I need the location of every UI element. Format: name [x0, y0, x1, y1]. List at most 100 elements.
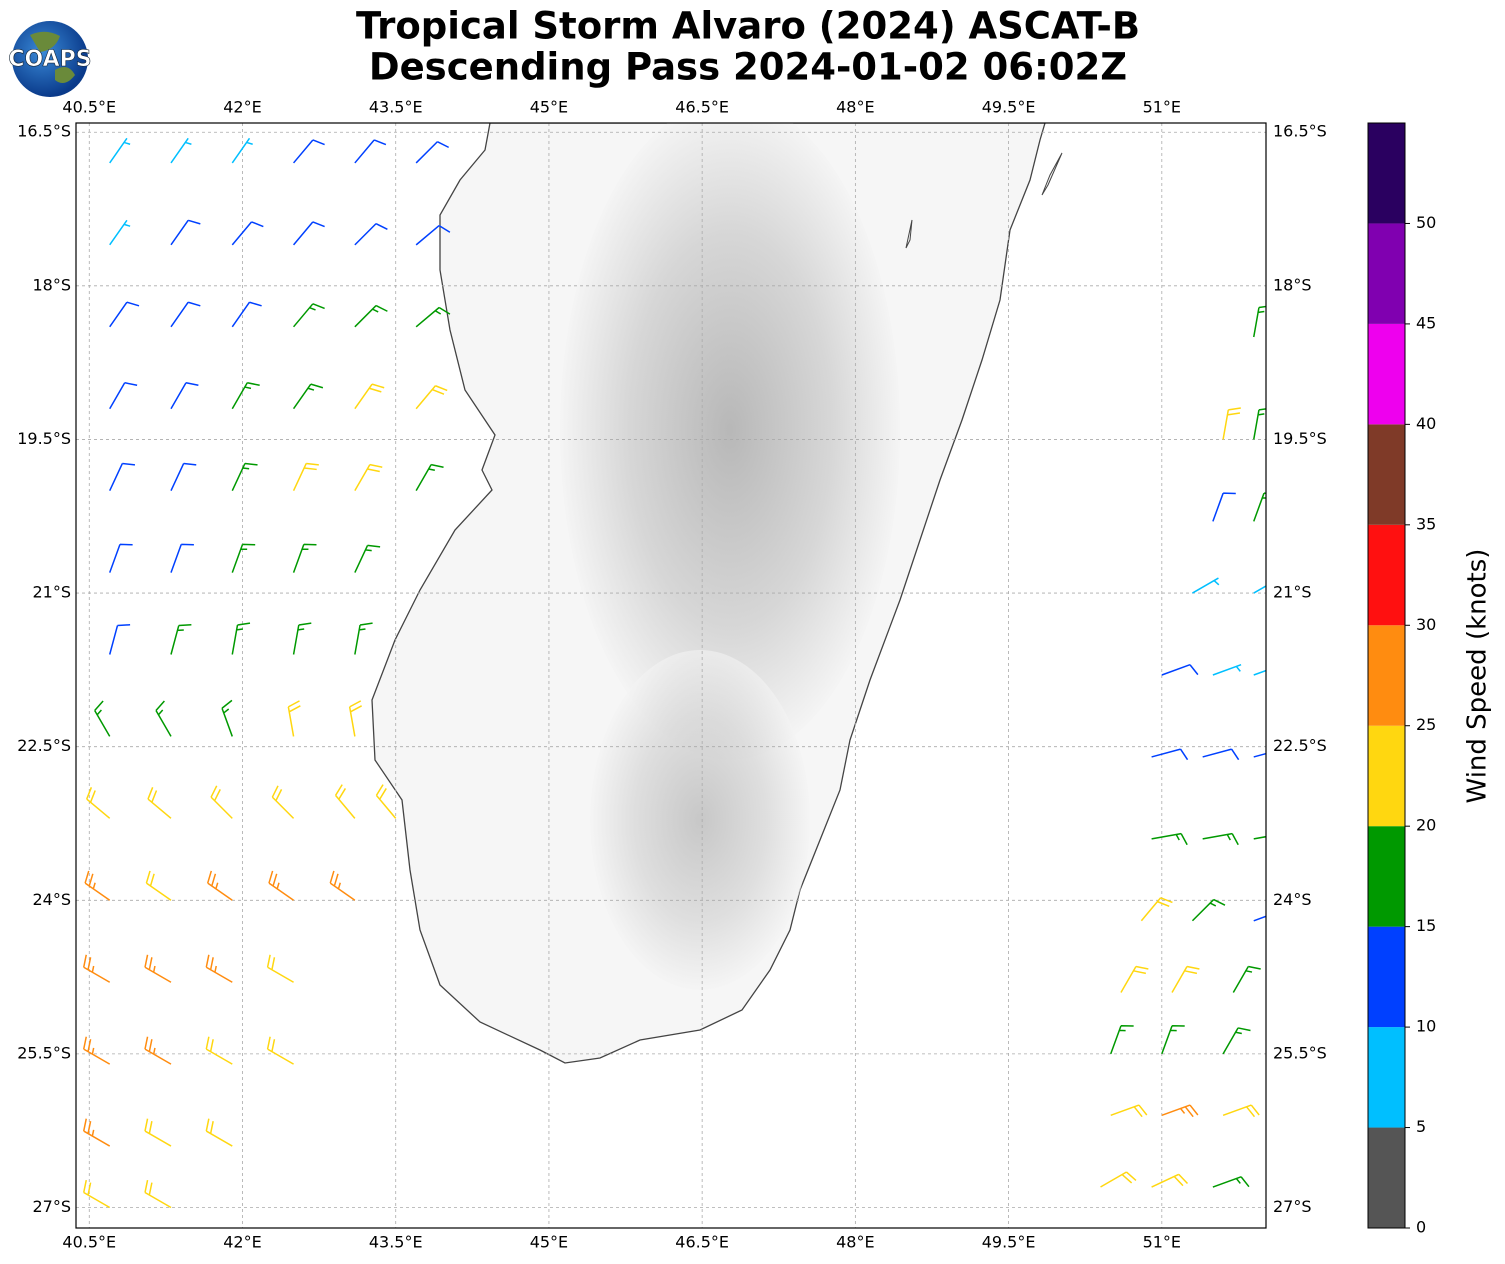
colorbar-tick-label: 20 [1416, 816, 1436, 835]
wind-barb [1253, 585, 1266, 594]
colorbar-tick-label: 0 [1416, 1218, 1426, 1237]
wind-barb [210, 785, 233, 819]
wind-barb [1212, 492, 1236, 522]
wind-barb [1100, 1171, 1137, 1188]
y-tick-label: 19.5°S [1273, 429, 1327, 448]
x-tick-label: 45°E [530, 1233, 568, 1252]
colorbar-tick-label: 35 [1416, 514, 1436, 533]
wind-barb [206, 870, 233, 901]
y-tick-label: 21°S [1273, 583, 1312, 602]
y-tick-label: 16.5°S [17, 122, 71, 141]
wind-barb [292, 462, 319, 491]
colorbar-segment [1368, 625, 1405, 726]
x-tick-label: 48°E [836, 1233, 874, 1252]
wind-barb [292, 543, 317, 573]
wind-barb [1202, 832, 1239, 846]
y-tick-label: 16.5°S [1273, 122, 1327, 141]
wind-barb [147, 787, 172, 819]
wind-barb [109, 137, 131, 164]
wind-barb [375, 784, 397, 819]
wind-barb [1151, 748, 1189, 761]
wind-barb [231, 543, 256, 573]
wind-barb [109, 543, 133, 573]
y-tick-label: 27°S [32, 1197, 71, 1216]
wind-barb [1202, 748, 1240, 761]
x-tick-label: 45°E [530, 98, 568, 117]
colorbar-segment [1368, 725, 1405, 827]
wind-barb [334, 784, 356, 819]
wind-barb [354, 304, 388, 328]
wind-barb [205, 1118, 233, 1147]
wind-barb [266, 1036, 294, 1065]
logo-text: COAPS [8, 47, 91, 72]
wind-barb [1151, 832, 1188, 846]
x-tick-label: 42°E [223, 1233, 261, 1252]
wind-barb [231, 301, 262, 328]
wind-barb [415, 224, 451, 246]
wind-barb [82, 954, 111, 983]
wind-barb [1191, 898, 1226, 922]
wind-barb [231, 221, 264, 246]
wind-barb [329, 870, 356, 901]
wind-barb [1253, 669, 1266, 676]
y-tick-label: 21°S [32, 583, 71, 602]
wind-barb [231, 382, 260, 410]
y-tick-label: 19.5°S [17, 429, 71, 448]
title-line: Descending Pass 2024-01-02 06:02Z [369, 46, 1127, 89]
y-tick-label: 25.5°S [1273, 1043, 1327, 1062]
colorbar-label: Wind Speed (knots) [1463, 549, 1493, 804]
colorbar-segment [1368, 223, 1405, 324]
colorbar-frame [1367, 122, 1406, 1229]
wind-barb [221, 699, 233, 737]
wind-barb [1110, 1024, 1134, 1055]
wind-barb [108, 624, 131, 655]
island [905, 219, 913, 249]
wind-barb [1253, 408, 1266, 440]
wind-barb [170, 219, 201, 246]
wind-barb [82, 1036, 111, 1065]
wind-barb [292, 303, 325, 328]
wind-barb [415, 306, 451, 328]
x-tick-label: 49.5°E [982, 98, 1036, 117]
y-tick-label: 18°S [32, 275, 71, 294]
colorbar-tick-label: 50 [1416, 213, 1436, 232]
wind-barb [1192, 577, 1220, 594]
wind-barb [1253, 305, 1266, 338]
wind-barb [292, 221, 325, 246]
y-tick-label: 27°S [1273, 1197, 1312, 1216]
colorbar-tick-label: 40 [1416, 414, 1436, 433]
y-tick-label: 22.5°S [1273, 736, 1327, 755]
wind-barb [1161, 1024, 1185, 1055]
wind-barb [268, 870, 295, 901]
x-tick-label: 43.5°E [369, 98, 423, 117]
x-tick-label: 46.5°E [675, 1233, 729, 1252]
colorbar-tick-label: 45 [1416, 313, 1436, 332]
wind-barb [144, 1179, 172, 1209]
wind-barb [144, 1118, 172, 1147]
wind-barb [1212, 1176, 1250, 1188]
wind-barb [287, 700, 301, 737]
wind-barb [231, 622, 251, 655]
x-tick-label: 51°E [1143, 1233, 1181, 1252]
x-tick-label: 46.5°E [675, 98, 729, 117]
colorbar-segment [1368, 524, 1405, 626]
x-tick-label: 51°E [1143, 98, 1181, 117]
wind-barb [1222, 1104, 1260, 1118]
wind-barb [415, 141, 450, 164]
wind-barb [1222, 407, 1241, 440]
wind-barb [170, 137, 192, 164]
colorbar-segment [1368, 123, 1405, 224]
wind-barb [1222, 1027, 1251, 1055]
colorbar-tick-label: 30 [1416, 615, 1436, 634]
x-tick-label: 49.5°E [982, 1233, 1036, 1252]
wind-barb [1253, 915, 1266, 922]
map-area [76, 123, 1266, 1228]
wind-barb [109, 462, 136, 491]
wind-barb [109, 382, 138, 410]
wind-barb [1110, 1104, 1148, 1118]
colorbar-tick-label: 25 [1416, 715, 1436, 734]
x-tick-label: 40.5°E [62, 98, 116, 117]
wind-barb [170, 543, 194, 573]
wind-barb [94, 700, 111, 737]
